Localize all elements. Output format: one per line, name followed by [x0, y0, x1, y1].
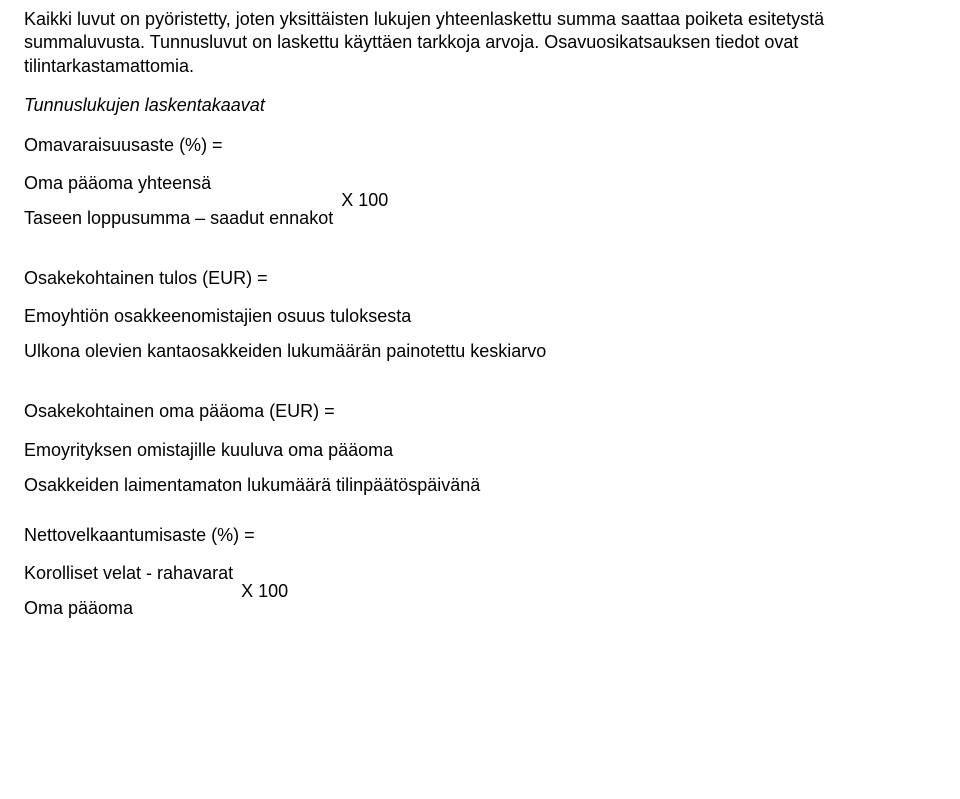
intro-paragraph-1: Kaikki luvut on pyöristetty, joten yksit… — [24, 8, 936, 78]
formula-omavaraisuusaste: Omavaraisuusaste (%) = Oma pääoma yhteen… — [24, 134, 936, 229]
formula-denominator: Oma pääoma — [24, 596, 233, 619]
formula-osakekohtainen-tulos: Osakekohtainen tulos (EUR) = Emoyhtiön o… — [24, 267, 936, 362]
formula-denominator: Osakkeiden laimentamaton lukumäärä tilin… — [24, 473, 480, 496]
formula-nettovelkaantumisaste: Nettovelkaantumisaste (%) = Korolliset v… — [24, 524, 936, 619]
formula-numerator: Emoyhtiön osakkeenomistajien osuus tulok… — [24, 306, 546, 339]
formula-title: Omavaraisuusaste (%) = — [24, 134, 936, 157]
formula-denominator: Ulkona olevien kantaosakkeiden lukumäärä… — [24, 339, 546, 362]
formula-denominator: Taseen loppusumma – saadut ennakot — [24, 206, 333, 229]
formula-numerator: Emoyrityksen omistajille kuuluva oma pää… — [24, 440, 480, 473]
document-page: Kaikki luvut on pyöristetty, joten yksit… — [0, 0, 960, 661]
formula-title: Nettovelkaantumisaste (%) = — [24, 524, 936, 547]
formula-numerator: Oma pääoma yhteensä — [24, 173, 333, 206]
multiply-100: X 100 — [341, 190, 388, 211]
intro-paragraph-2: Tunnuslukujen laskentakaavat — [24, 94, 936, 117]
multiply-100: X 100 — [241, 581, 288, 602]
formula-osakekohtainen-oma-paaoma: Osakekohtainen oma pääoma (EUR) = Emoyri… — [24, 400, 936, 495]
formula-title: Osakekohtainen oma pääoma (EUR) = — [24, 400, 936, 423]
formula-numerator: Korolliset velat - rahavarat — [24, 563, 233, 596]
formula-title: Osakekohtainen tulos (EUR) = — [24, 267, 936, 290]
